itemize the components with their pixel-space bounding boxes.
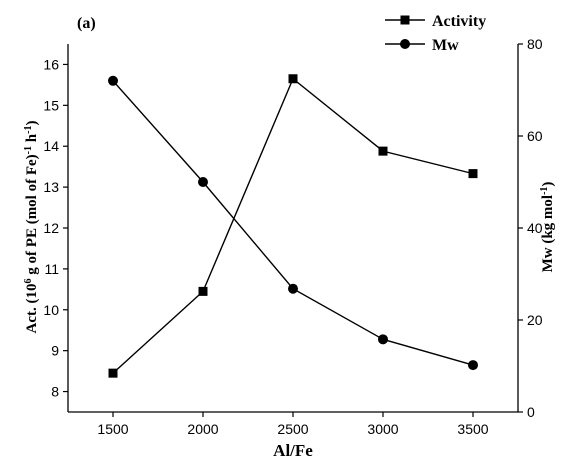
left-tick-label: 10 <box>43 302 59 318</box>
activity-point <box>198 286 208 296</box>
right-tick-label: 20 <box>527 312 543 328</box>
legend-activity-marker <box>400 15 410 25</box>
x-tick-label: 2500 <box>277 421 308 437</box>
activity-point <box>378 146 388 156</box>
right-tick-label: 40 <box>527 220 543 236</box>
panel-label: (a) <box>77 15 96 32</box>
mw-line <box>112 80 474 366</box>
activity-point <box>468 169 478 179</box>
mw-point <box>288 283 298 294</box>
x-tick-label: 2000 <box>187 421 218 437</box>
mw-point <box>198 177 208 187</box>
right-tick-label: 60 <box>527 128 543 144</box>
mw-point <box>378 334 388 345</box>
legend-mw-marker <box>400 39 410 49</box>
legend: Activity Mw <box>385 13 486 54</box>
right-tick-label: 0 <box>527 404 535 420</box>
right-tick-label: 80 <box>527 36 543 52</box>
x-tick-label: 3500 <box>457 421 488 437</box>
left-tick-label: 14 <box>43 138 59 154</box>
left-y-axis-label: Act. (106 g of PE (mol of Fe)-1 h-1) <box>23 121 41 334</box>
left-tick-label: 12 <box>43 220 59 236</box>
left-tick-label: 13 <box>43 179 59 195</box>
activity-point <box>108 368 118 378</box>
legend-activity-label: Activity <box>432 13 486 30</box>
right-y-axis-label: Mw (kg mol-1) <box>539 182 557 273</box>
left-tick-label: 15 <box>43 97 59 113</box>
x-axis-label: Al/Fe <box>273 441 313 460</box>
left-y-ticks: 8 9 10 11 12 13 14 15 16 <box>43 56 68 400</box>
axes <box>67 44 519 413</box>
mw-point <box>108 75 118 86</box>
series-layer <box>108 74 478 378</box>
left-tick-label: 9 <box>51 343 59 359</box>
legend-mw-label: Mw <box>432 37 459 54</box>
left-tick-label: 11 <box>44 261 59 277</box>
x-ticks: 1500 2000 2500 3000 3500 <box>97 412 489 437</box>
left-tick-label: 16 <box>43 56 59 72</box>
right-y-ticks: 0 20 40 60 80 <box>518 36 543 420</box>
activity-point <box>288 74 298 84</box>
mw-point <box>468 360 478 371</box>
x-tick-label: 3000 <box>367 421 398 437</box>
activity-line <box>112 77 474 374</box>
x-tick-label: 1500 <box>97 421 128 437</box>
left-tick-label: 8 <box>51 384 59 400</box>
